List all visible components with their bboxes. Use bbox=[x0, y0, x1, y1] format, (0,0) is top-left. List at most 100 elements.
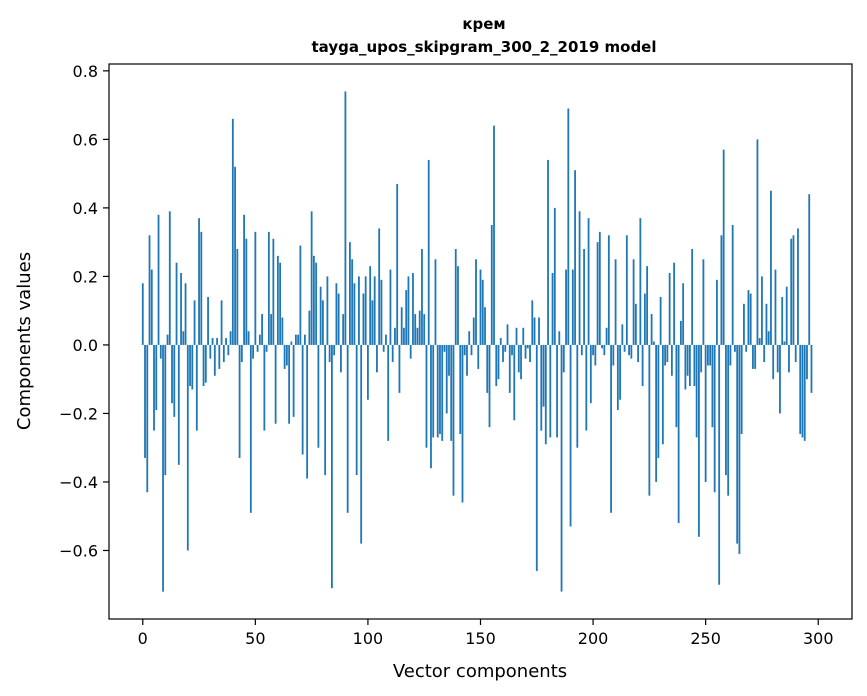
bar-165 bbox=[513, 344, 516, 421]
bar-52 bbox=[258, 334, 261, 345]
bar-53 bbox=[261, 314, 263, 345]
bar-96 bbox=[358, 276, 360, 345]
bar-21 bbox=[189, 344, 191, 387]
bar-189 bbox=[567, 108, 570, 345]
bar-285 bbox=[783, 341, 786, 345]
bar-1 bbox=[144, 344, 146, 458]
bar-133 bbox=[441, 344, 444, 441]
bar-184 bbox=[556, 344, 558, 438]
bars-group bbox=[141, 91, 813, 592]
bar-77 bbox=[315, 262, 318, 345]
bar-158 bbox=[497, 344, 500, 380]
bar-157 bbox=[495, 344, 498, 387]
bar-115 bbox=[400, 307, 403, 345]
bar-78 bbox=[317, 344, 320, 448]
bar-129 bbox=[432, 344, 435, 438]
bar-164 bbox=[511, 344, 513, 356]
bar-134 bbox=[443, 344, 446, 352]
bar-89 bbox=[342, 314, 345, 345]
x-axis-ticks: 0 50 100 150 200 250 300 bbox=[138, 619, 834, 648]
bar-154 bbox=[488, 344, 491, 428]
y-tick-label: −0.6 bbox=[59, 541, 98, 560]
chart-title: крем bbox=[462, 15, 505, 33]
bar-40 bbox=[231, 118, 234, 345]
bar-16 bbox=[177, 344, 180, 465]
bar-151 bbox=[481, 279, 484, 345]
bar-24 bbox=[195, 344, 198, 431]
bar-155 bbox=[490, 225, 493, 345]
bar-33 bbox=[216, 338, 218, 345]
bar-206 bbox=[605, 327, 608, 345]
bar-223 bbox=[643, 293, 646, 345]
bar-103 bbox=[373, 276, 376, 345]
bar-280 bbox=[772, 344, 775, 380]
bar-85 bbox=[333, 344, 336, 356]
bar-255 bbox=[716, 279, 718, 345]
bar-283 bbox=[779, 344, 781, 414]
bar-39 bbox=[229, 331, 232, 345]
bar-119 bbox=[409, 344, 412, 359]
bar-62 bbox=[281, 317, 284, 345]
bar-117 bbox=[405, 290, 408, 345]
bar-222 bbox=[641, 344, 644, 387]
bar-84 bbox=[331, 344, 333, 589]
bar-69 bbox=[297, 334, 300, 345]
bar-146 bbox=[470, 344, 473, 356]
bar-143 bbox=[463, 344, 466, 356]
bar-261 bbox=[729, 344, 732, 366]
bar-130 bbox=[434, 259, 437, 345]
bar-111 bbox=[391, 344, 394, 363]
bar-233 bbox=[666, 344, 669, 363]
bar-58 bbox=[272, 238, 275, 345]
bar-150 bbox=[479, 269, 482, 345]
bar-140 bbox=[457, 266, 459, 345]
bar-19 bbox=[184, 283, 187, 345]
bar-128 bbox=[430, 344, 432, 469]
bar-100 bbox=[367, 344, 369, 400]
bar-54 bbox=[263, 344, 266, 431]
bar-12 bbox=[168, 211, 171, 345]
bar-136 bbox=[448, 344, 450, 376]
bar-5 bbox=[153, 344, 155, 431]
bar-256 bbox=[718, 344, 721, 585]
bar-229 bbox=[657, 344, 660, 458]
bar-113 bbox=[396, 183, 399, 345]
bar-110 bbox=[389, 269, 392, 345]
bar-7 bbox=[157, 214, 160, 345]
bar-275 bbox=[761, 276, 763, 345]
bar-205 bbox=[603, 344, 606, 356]
bar-17 bbox=[180, 272, 182, 345]
y-tick-label: 0.2 bbox=[73, 267, 98, 286]
bar-172 bbox=[529, 344, 531, 363]
bar-166 bbox=[515, 327, 518, 345]
bar-297 bbox=[810, 344, 813, 393]
bar-246 bbox=[695, 344, 698, 438]
bar-286 bbox=[785, 286, 788, 345]
bar-296 bbox=[808, 194, 811, 345]
bar-97 bbox=[360, 344, 363, 544]
bar-48 bbox=[249, 344, 252, 513]
bar-204 bbox=[601, 344, 603, 349]
bar-195 bbox=[580, 344, 583, 356]
x-tick-label: 50 bbox=[245, 629, 265, 648]
bar-186 bbox=[560, 344, 563, 592]
bar-290 bbox=[794, 344, 797, 363]
bar-240 bbox=[682, 283, 685, 345]
bar-187 bbox=[562, 344, 565, 373]
bar-216 bbox=[628, 344, 630, 356]
bar-276 bbox=[763, 344, 766, 363]
bar-248 bbox=[700, 344, 703, 373]
bar-259 bbox=[725, 344, 727, 476]
bar-66 bbox=[290, 341, 293, 345]
bar-252 bbox=[709, 344, 712, 366]
bar-8 bbox=[159, 344, 162, 359]
bar-219 bbox=[634, 303, 637, 345]
bar-131 bbox=[436, 344, 439, 438]
bar-224 bbox=[646, 266, 649, 345]
y-axis-label: Components values bbox=[14, 252, 35, 430]
bar-193 bbox=[576, 344, 579, 448]
bar-200 bbox=[592, 344, 594, 356]
bar-191 bbox=[571, 269, 574, 345]
bar-123 bbox=[418, 310, 421, 345]
bar-236 bbox=[673, 262, 676, 345]
